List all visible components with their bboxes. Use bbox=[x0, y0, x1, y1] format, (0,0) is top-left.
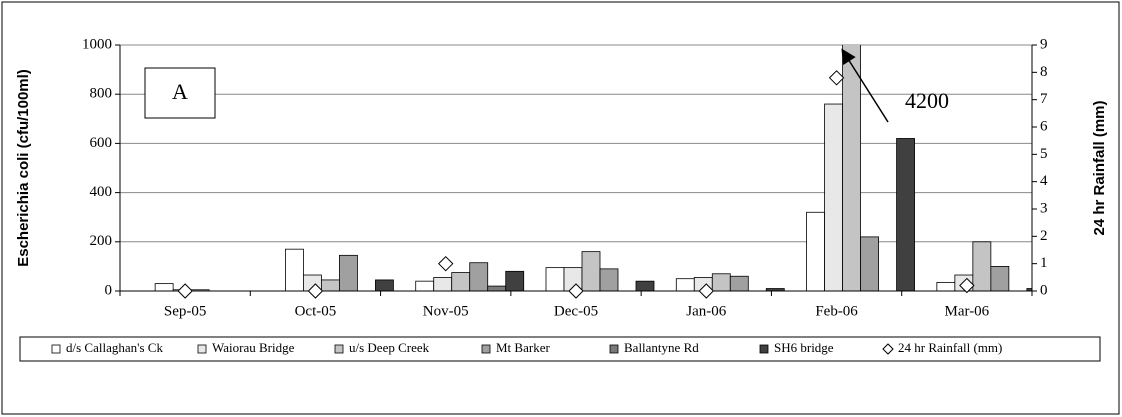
legend-label: SH6 bridge bbox=[774, 340, 834, 355]
legend-swatch bbox=[197, 344, 207, 354]
annotation-arrow bbox=[841, 48, 889, 123]
legend-swatch bbox=[481, 344, 491, 354]
y2-tick-label: 6 bbox=[1040, 118, 1048, 134]
legend-swatch bbox=[609, 344, 619, 354]
rainfall-marker bbox=[438, 255, 454, 272]
bar bbox=[860, 236, 879, 291]
rainfall-marker bbox=[177, 283, 193, 299]
bar bbox=[581, 251, 601, 291]
legend-label: Waiorau Bridge bbox=[212, 340, 295, 355]
bar bbox=[635, 280, 655, 291]
bar bbox=[936, 281, 956, 291]
rainfall-marker bbox=[307, 283, 324, 299]
y2-tick-label: 8 bbox=[1040, 64, 1048, 80]
bar bbox=[729, 275, 749, 291]
bar bbox=[599, 268, 619, 291]
bar bbox=[990, 265, 1010, 291]
legend-swatch bbox=[51, 344, 61, 354]
rainfall-marker bbox=[568, 283, 584, 299]
bar bbox=[972, 241, 992, 291]
y2-axis-label: 24 hr Rainfall (mm) bbox=[1091, 100, 1108, 235]
bar bbox=[1026, 288, 1032, 291]
bar bbox=[806, 211, 825, 291]
bar bbox=[487, 285, 507, 291]
x-tick-label: Mar-06 bbox=[945, 303, 990, 319]
grid bbox=[120, 44, 1032, 243]
bar bbox=[285, 248, 304, 291]
x-tick-label: Sep-05 bbox=[164, 303, 207, 319]
y-axis-label: Escherichia coli (cfu/100ml) bbox=[15, 69, 32, 267]
legend-label: 24 hr Rainfall (mm) bbox=[898, 340, 1002, 355]
bars bbox=[154, 45, 1032, 291]
bar bbox=[339, 254, 358, 291]
legend-swatch bbox=[334, 344, 344, 354]
legend-label: Ballantyne Rd bbox=[624, 340, 699, 355]
rainfall-marker bbox=[828, 70, 845, 86]
y2-tick-label: 9 bbox=[1040, 36, 1048, 52]
bar bbox=[711, 273, 731, 291]
y2-tick-label: 4 bbox=[1040, 173, 1048, 189]
y-tick-label: 1000 bbox=[82, 36, 112, 52]
y2-tick-label: 0 bbox=[1040, 282, 1048, 298]
bar bbox=[451, 272, 471, 291]
bar bbox=[675, 278, 695, 291]
y2-tick-label: 3 bbox=[1040, 200, 1048, 216]
bar bbox=[321, 279, 340, 291]
y2-tick-label: 2 bbox=[1040, 228, 1048, 244]
y-tick-label: 800 bbox=[90, 86, 113, 102]
bar bbox=[415, 280, 435, 291]
x-tick-label: Nov-05 bbox=[423, 303, 469, 319]
legend-swatch bbox=[882, 343, 894, 355]
x-tick-label: Feb-06 bbox=[815, 303, 858, 319]
y2-tick-label: 7 bbox=[1040, 91, 1048, 107]
x-tick-label: Jan-06 bbox=[686, 303, 726, 319]
y-tick-label: 200 bbox=[90, 233, 113, 249]
y-tick-label: 400 bbox=[90, 184, 113, 200]
y-tick-label: 600 bbox=[90, 135, 113, 151]
bar bbox=[545, 267, 565, 291]
bar bbox=[896, 138, 915, 291]
bar bbox=[765, 288, 785, 291]
annotation-box bbox=[144, 67, 216, 119]
annotation: A bbox=[172, 79, 188, 104]
bar bbox=[824, 103, 843, 291]
annotation: 4200 bbox=[905, 88, 949, 113]
y-tick-label: 0 bbox=[105, 282, 113, 298]
x-tick-label: Dec-05 bbox=[554, 303, 598, 319]
legend-label: u/s Deep Creek bbox=[349, 340, 430, 355]
bar bbox=[154, 283, 174, 291]
x-tick-label: Oct-05 bbox=[295, 303, 337, 319]
rainfall-marker bbox=[959, 277, 975, 294]
bar bbox=[375, 279, 394, 291]
bar bbox=[505, 270, 525, 291]
y2-tick-label: 1 bbox=[1040, 255, 1048, 271]
bar bbox=[433, 277, 453, 291]
bar bbox=[469, 262, 489, 291]
legend-label: d/s Callaghan's Ck bbox=[66, 340, 163, 355]
y2-tick-label: 5 bbox=[1040, 146, 1048, 162]
legend-items: d/s Callaghan's Ck Waiorau Bridge u/s Deep… bbox=[51, 340, 1002, 355]
legend-swatch bbox=[759, 344, 769, 354]
legend-label: Mt Barker bbox=[496, 340, 550, 355]
rainfall-marker bbox=[698, 283, 714, 299]
